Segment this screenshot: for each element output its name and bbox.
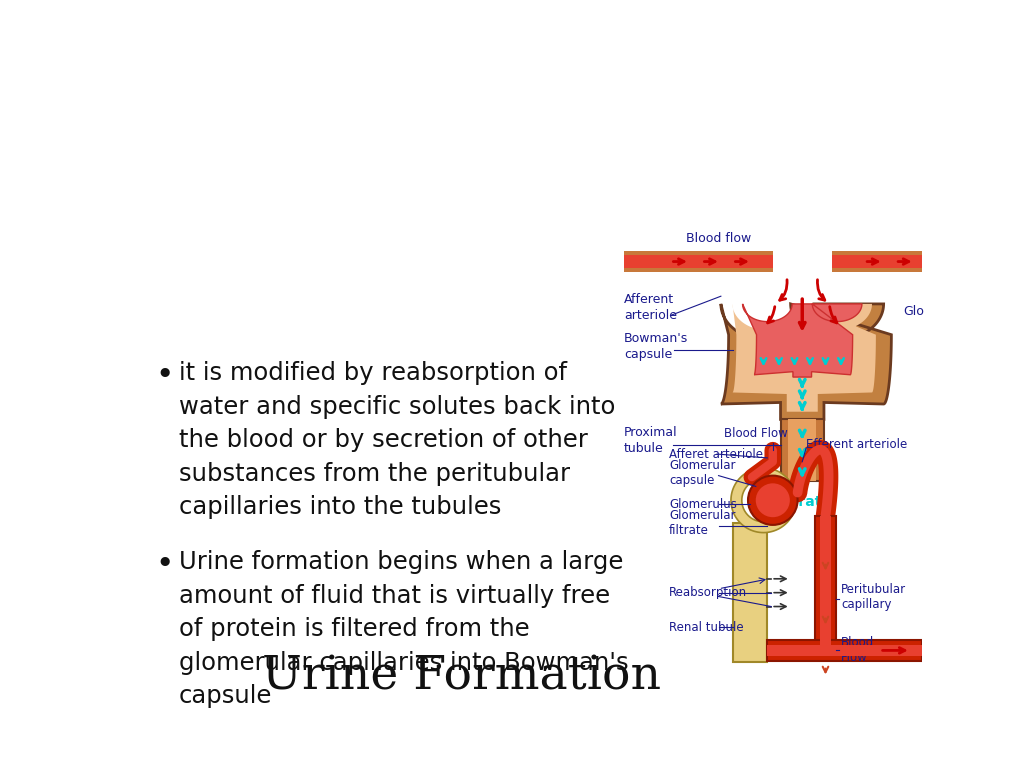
Text: Filtrate: Filtrate bbox=[773, 495, 831, 509]
Polygon shape bbox=[624, 255, 773, 269]
Polygon shape bbox=[767, 645, 922, 656]
Polygon shape bbox=[831, 255, 922, 269]
Polygon shape bbox=[815, 515, 837, 650]
Text: Glomerular
filtrate: Glomerular filtrate bbox=[669, 509, 735, 538]
Text: Blood flow: Blood flow bbox=[686, 232, 752, 245]
Text: it is modified by reabsorption of
water and specific solutes back into
the blood: it is modified by reabsorption of water … bbox=[179, 361, 615, 519]
Text: Urine Formation: Urine Formation bbox=[262, 654, 660, 699]
Circle shape bbox=[756, 483, 790, 517]
Text: Blood Flow: Blood Flow bbox=[724, 427, 787, 440]
Text: Peritubular
capillary: Peritubular capillary bbox=[841, 582, 906, 611]
Polygon shape bbox=[767, 640, 922, 661]
Polygon shape bbox=[788, 419, 816, 481]
Text: •: • bbox=[156, 551, 174, 580]
Polygon shape bbox=[624, 251, 773, 273]
Text: Blood
Flow: Blood Flow bbox=[841, 637, 874, 664]
Text: Efferent arteriole: Efferent arteriole bbox=[806, 439, 907, 452]
Polygon shape bbox=[732, 523, 767, 662]
Text: Proximal
tubule: Proximal tubule bbox=[624, 426, 678, 455]
Text: Bowman's
capsule: Bowman's capsule bbox=[624, 332, 688, 361]
Text: Afferet arteriole: Afferet arteriole bbox=[669, 448, 763, 461]
Polygon shape bbox=[732, 304, 876, 412]
Polygon shape bbox=[831, 251, 922, 273]
Text: Reabsorption: Reabsorption bbox=[669, 586, 748, 599]
Polygon shape bbox=[780, 419, 824, 481]
Text: Urine formation begins when a large
amount of fluid that is virtually free
of pr: Urine formation begins when a large amou… bbox=[179, 551, 629, 708]
Polygon shape bbox=[742, 304, 862, 377]
Text: Glo: Glo bbox=[903, 305, 924, 318]
Polygon shape bbox=[820, 515, 830, 650]
Text: Glomerular
capsule: Glomerular capsule bbox=[669, 459, 735, 488]
Text: Glomerulus: Glomerulus bbox=[669, 498, 737, 511]
Text: •: • bbox=[156, 361, 174, 390]
Polygon shape bbox=[731, 468, 795, 532]
Circle shape bbox=[748, 475, 798, 525]
Polygon shape bbox=[721, 304, 891, 419]
Text: Afferent
arteriole: Afferent arteriole bbox=[624, 293, 677, 323]
Text: Renal tubule: Renal tubule bbox=[669, 621, 743, 634]
